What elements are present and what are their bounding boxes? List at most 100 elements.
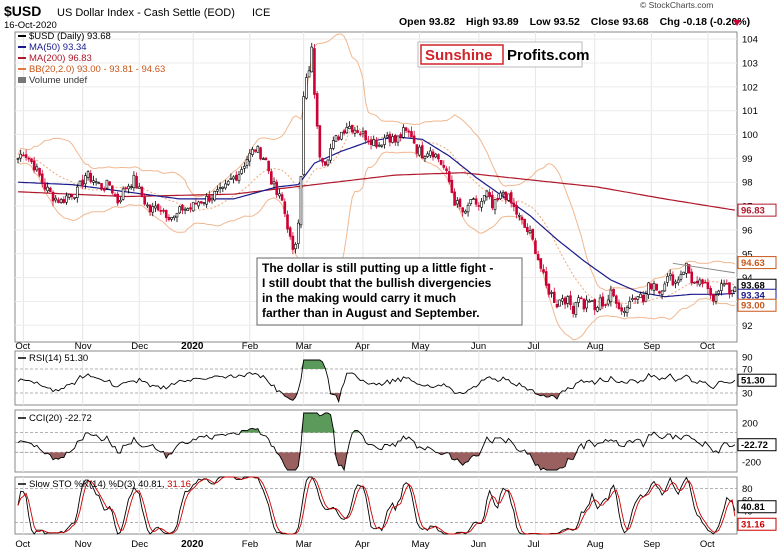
candle-body-132 (372, 139, 376, 147)
candle-body-207 (574, 302, 578, 315)
candle-body-246 (679, 274, 683, 280)
candle-body-160 (447, 171, 451, 183)
candle-body-150 (420, 145, 424, 159)
open-label: Open (399, 16, 426, 28)
candle-body-40 (124, 187, 128, 190)
candle-body-29 (94, 181, 98, 183)
candle-body-212 (588, 300, 591, 303)
candle-body-113 (321, 158, 324, 163)
candle-body-163 (455, 200, 459, 205)
candle-body-232 (641, 294, 645, 303)
candle-body-189 (526, 226, 529, 233)
candle-body-187 (520, 216, 524, 221)
candle-body-37 (116, 193, 120, 204)
candle-body-6 (32, 160, 36, 171)
price-layer (16, 33, 737, 341)
rsi-label: RSI(14) 51.30 (29, 353, 88, 364)
candle-body-136 (383, 137, 386, 145)
annotation-line-2: I still doubt that the bullish divergenc… (262, 276, 492, 290)
candle-body-43 (132, 174, 136, 189)
candle-body-164 (458, 198, 462, 208)
candle-body-52 (156, 204, 160, 211)
candle-body-199 (553, 291, 556, 303)
ma200-line (17, 172, 735, 211)
candle-body-24 (81, 179, 84, 186)
candle-body-135 (380, 144, 384, 147)
candle-body-16 (59, 199, 63, 203)
x-label-2-1: Dec (131, 539, 148, 550)
candle-body-11 (46, 186, 49, 192)
candle-body-152 (426, 153, 429, 157)
candle-body-211 (585, 299, 588, 309)
candle-body-236 (652, 283, 656, 291)
close-label: Close (591, 16, 620, 28)
x-label-9-1: Jul (527, 539, 539, 550)
candle-body-266 (733, 286, 737, 292)
candle-body-51 (154, 205, 157, 209)
candle-body-8 (38, 168, 41, 176)
candle-body-241 (666, 276, 669, 283)
x-label-4-0: Feb (242, 341, 258, 352)
candle-body-71 (208, 195, 211, 202)
candle-body-168 (469, 199, 473, 204)
legend: $USD (Daily) 93.68 MA(50) 93.34 MA(200) … (18, 31, 165, 86)
x-label-0-1: Oct (15, 539, 30, 550)
candle-body-183 (509, 192, 513, 204)
candle-body-204 (566, 296, 570, 304)
candle-body-224 (620, 307, 623, 312)
cci-tag-box (737, 438, 777, 452)
chg-value: -0.18 (-0.20%) (683, 16, 750, 28)
candle-body-123 (348, 126, 351, 129)
price-tag-2: 93.68 (741, 281, 765, 292)
price-tick-11: 103 (742, 59, 758, 70)
candle-body-220 (609, 289, 613, 302)
rsi-tick-2: 70 (742, 365, 753, 376)
candle-body-116 (329, 148, 332, 161)
candle-body-142 (399, 134, 402, 138)
candle-body-131 (369, 139, 373, 145)
cci-tick-2: 200 (742, 418, 758, 429)
candle-body-30 (97, 182, 101, 185)
price-tag-1: 94.63 (741, 258, 765, 269)
price-tick-0: 92 (742, 321, 753, 332)
sto-tag-k: 40.81 (741, 502, 765, 513)
candle-body-170 (474, 198, 478, 205)
sunshine-profits-logo: Sunshine Profits.com (417, 41, 590, 68)
candle-body-45 (137, 186, 141, 189)
candle-body-229 (633, 298, 637, 300)
candle-body-184 (512, 202, 516, 208)
annotation: The dollar is still putting up a little … (256, 257, 523, 326)
candle-body-240 (663, 283, 667, 292)
candle-body-35 (111, 185, 114, 194)
candle-body-165 (461, 207, 464, 213)
candle-body-49 (148, 204, 152, 213)
x-label-12-0: Oct (700, 341, 715, 352)
candle-body-140 (393, 135, 397, 143)
rsi-tick-3: 90 (742, 353, 753, 364)
cci-line (17, 412, 736, 472)
candle-body-255 (703, 281, 707, 284)
price-tick-10: 102 (742, 82, 758, 93)
candle-body-249 (687, 264, 691, 274)
rsi-tag-box (737, 373, 777, 387)
rsi-fill-neg (18, 393, 735, 402)
candle-body-219 (606, 299, 610, 305)
candle-body-3 (24, 154, 28, 158)
candle-body-195 (542, 269, 545, 273)
candle-body-67 (197, 201, 200, 207)
candle-body-83 (240, 169, 243, 174)
x-label-11-0: Sep (643, 341, 660, 352)
price-tick-3: 95 (742, 249, 753, 260)
candle-body-46 (140, 186, 144, 198)
candle-body-231 (639, 293, 642, 298)
x-label-11-1: Sep (643, 539, 660, 550)
candle-body-237 (655, 283, 659, 291)
candle-body-53 (159, 210, 163, 212)
candle-body-206 (571, 306, 575, 314)
candle-body-210 (582, 298, 586, 310)
chart-symbol: $USD (4, 3, 41, 19)
candle-body-74 (216, 189, 219, 192)
candle-body-73 (213, 190, 217, 201)
candle-body-42 (129, 186, 133, 189)
x-label-2-0: Dec (131, 341, 148, 352)
